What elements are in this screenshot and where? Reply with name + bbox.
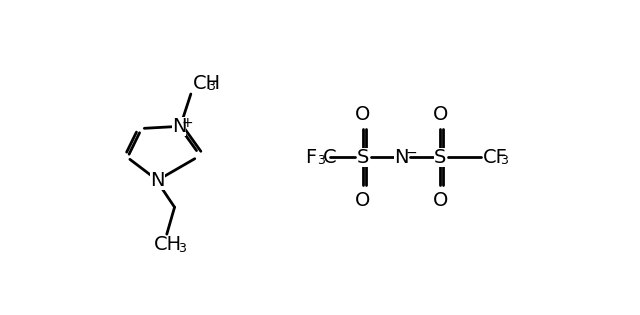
- Text: O: O: [355, 191, 371, 210]
- Text: CF: CF: [483, 148, 508, 167]
- Text: +: +: [182, 116, 193, 130]
- Text: −: −: [405, 146, 417, 160]
- Text: O: O: [433, 105, 448, 123]
- Text: 3: 3: [207, 80, 215, 93]
- Text: 3: 3: [500, 154, 508, 168]
- Text: O: O: [355, 105, 371, 123]
- Text: CH: CH: [193, 74, 221, 93]
- Text: F: F: [305, 148, 316, 167]
- Text: N: N: [150, 171, 164, 190]
- Text: N: N: [172, 117, 186, 136]
- Text: S: S: [356, 148, 369, 167]
- Text: C: C: [323, 148, 337, 167]
- Text: S: S: [434, 148, 447, 167]
- Text: CH: CH: [154, 235, 182, 255]
- Text: 3: 3: [317, 154, 325, 168]
- Text: N: N: [394, 148, 409, 167]
- Text: O: O: [433, 191, 448, 210]
- Text: 3: 3: [177, 242, 186, 255]
